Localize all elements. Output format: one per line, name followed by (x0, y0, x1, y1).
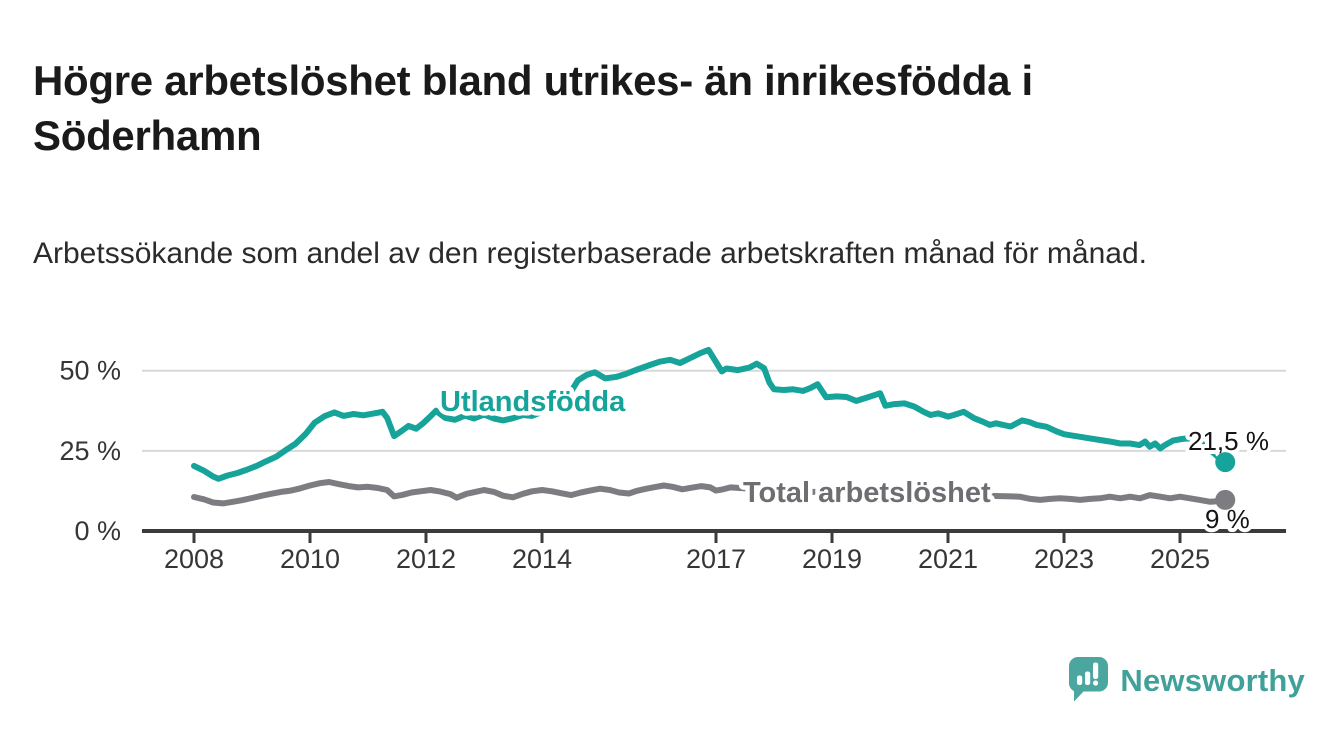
chart-subtitle: Arbetssökande som andel av den registerb… (33, 237, 1147, 270)
line-chart: 2008 2010 2012 2014 2017 2019 2021 2023 2025 0 % 2… (59, 346, 1286, 574)
x-tick-label-2012: 2012 (396, 544, 456, 574)
x-tick-label-2010: 2010 (280, 544, 340, 574)
end-value-label-total-arbetsloshet: 9 % (1205, 504, 1250, 534)
newsworthy-speech-bubble-chart-icon (1069, 656, 1109, 701)
newsworthy-logo: Newsworthy (1069, 656, 1305, 704)
end-dot-total-arbetsloshet (1215, 489, 1236, 510)
logo-text: Newsworthy (1120, 662, 1305, 698)
y-tick-label-0: 0 % (74, 516, 121, 546)
series-line-total-arbetsloshet (191, 479, 1229, 507)
page-title: Högre arbetslöshet bland utrikes- än inr… (33, 57, 1033, 159)
x-tick-label-2019: 2019 (802, 544, 862, 574)
end-value-label-utlandsfodda: 21,5 % (1188, 426, 1269, 456)
x-tick-label-2025: 2025 (1150, 544, 1210, 574)
y-tick-label-50: 50 % (59, 356, 121, 386)
series-label-total-arbetsloshet: Total arbetslöshet (743, 477, 991, 509)
x-tick-label-2014: 2014 (512, 544, 572, 574)
x-tick-label-2023: 2023 (1034, 544, 1094, 574)
bar-2 (1085, 671, 1091, 685)
end-dot-utlandsfodda (1215, 452, 1236, 473)
x-tick-label-2017: 2017 (686, 544, 746, 574)
bar-3-exclamation (1093, 662, 1099, 679)
series-label-utlandsfodda: Utlandsfödda (440, 386, 626, 418)
series-line-utlandsfodda (191, 346, 1229, 482)
x-tick-label-2021: 2021 (918, 544, 978, 574)
x-tick-label-2008: 2008 (164, 544, 224, 574)
bar-1 (1077, 675, 1083, 685)
exclamation-dot (1093, 679, 1099, 686)
y-tick-label-25: 25 % (59, 436, 121, 466)
